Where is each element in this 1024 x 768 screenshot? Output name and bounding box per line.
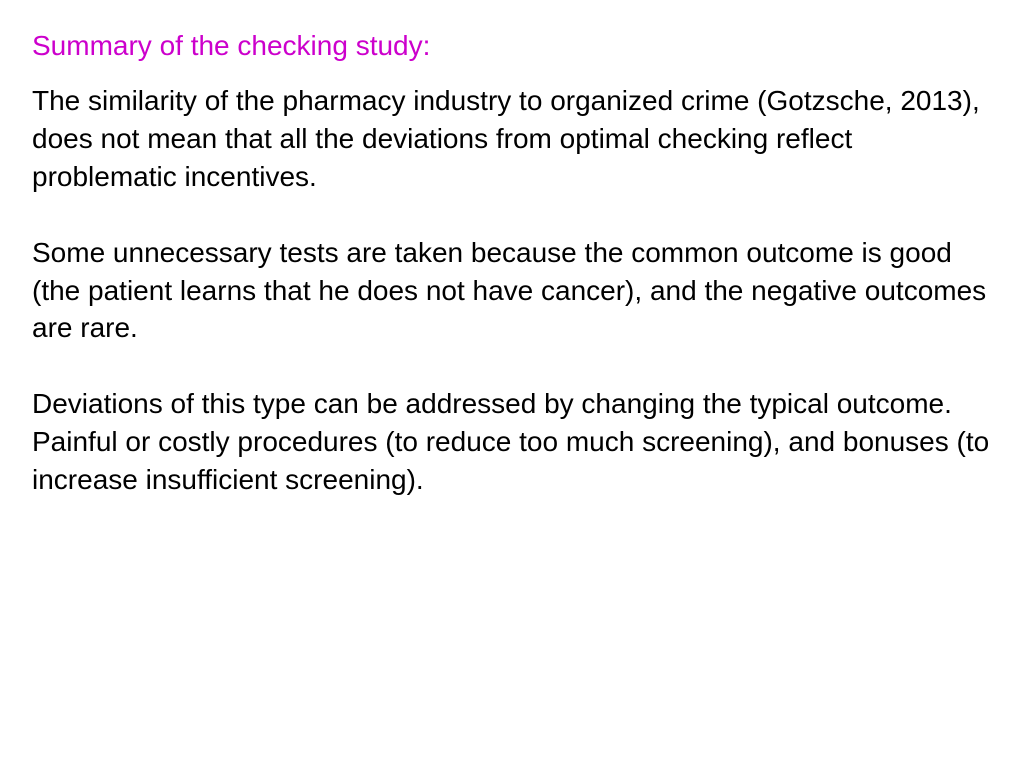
body-paragraph-3: Deviations of this type can be addressed… [32,385,992,498]
body-paragraph-2: Some unnecessary tests are taken because… [32,234,992,347]
slide-title: Summary of the checking study: [32,28,992,64]
body-paragraph-1: The similarity of the pharmacy industry … [32,82,992,195]
